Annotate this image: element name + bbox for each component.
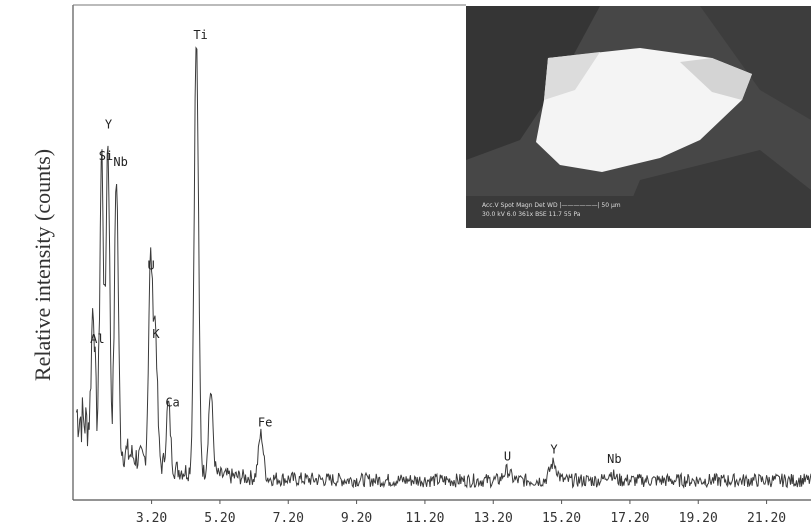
peak-label: Fe bbox=[258, 415, 272, 429]
sem-caption-row1: Acc.V Spot Magn Det WD |——————| 50 µm bbox=[482, 202, 621, 209]
sem-mineral-grain bbox=[536, 48, 752, 172]
peak-label: Al bbox=[90, 332, 104, 346]
peak-label: Ti bbox=[193, 28, 207, 42]
peak-labels: Al Si Y Nb U K Ca Ti Fe U Y Nb bbox=[90, 28, 621, 466]
sem-dark-region bbox=[700, 6, 811, 120]
peak-label: U bbox=[148, 259, 155, 273]
x-tick-label: 19.20 bbox=[679, 511, 718, 526]
peak-label: Nb bbox=[607, 452, 621, 466]
sem-image-inset: Acc.V Spot Magn Det WD |——————| 50 µm 30… bbox=[466, 6, 811, 228]
x-tick-label: 21.20 bbox=[747, 511, 786, 526]
sem-caption-row2: 30.0 kV 6.0 361x BSE 11.7 55 Pa bbox=[482, 211, 581, 218]
x-tick-label: 17.20 bbox=[610, 511, 649, 526]
x-tick-labels: 3.20 5.20 7.20 9.20 11.20 13.20 15.20 17.20 19.2… bbox=[136, 500, 786, 526]
peak-label: Y bbox=[550, 442, 558, 456]
spectrum-line bbox=[75, 46, 811, 489]
x-tick-label: 15.20 bbox=[542, 511, 581, 526]
x-tick-label: 13.20 bbox=[474, 511, 513, 526]
x-tick-label: 5.20 bbox=[204, 511, 235, 526]
peak-label: Nb bbox=[113, 155, 127, 169]
x-tick-label: 11.20 bbox=[405, 511, 444, 526]
peak-label: U bbox=[504, 450, 511, 464]
x-tick-label: 7.20 bbox=[273, 511, 304, 526]
peak-label: Y bbox=[105, 118, 113, 132]
axes bbox=[72, 4, 811, 501]
peak-label: Si bbox=[99, 149, 113, 163]
x-tick-label: 3.20 bbox=[136, 511, 167, 526]
sem-caption-bar bbox=[466, 196, 811, 228]
sem-grain-shade bbox=[680, 58, 752, 100]
y-axis-title: Relative intensity (counts) bbox=[30, 149, 55, 381]
peak-label: K bbox=[152, 327, 160, 341]
peak-label: Ca bbox=[165, 396, 179, 410]
x-tick-label: 9.20 bbox=[341, 511, 372, 526]
sem-grain-shade bbox=[544, 52, 600, 100]
sem-dark-region bbox=[466, 6, 600, 160]
